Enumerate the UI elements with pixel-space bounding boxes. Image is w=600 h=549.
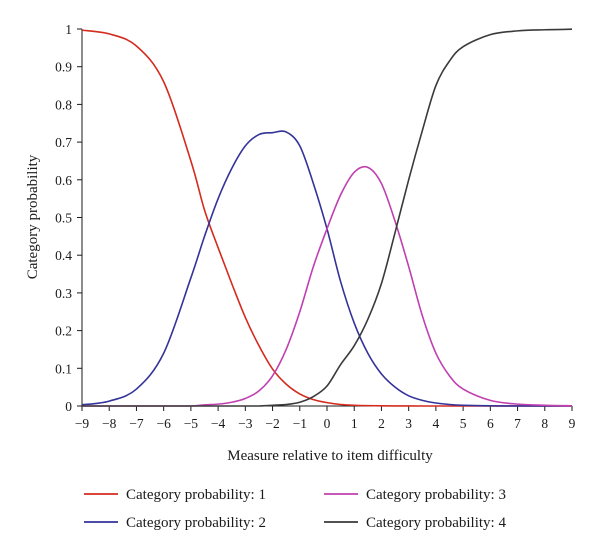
x-tick-label: −6 bbox=[156, 416, 171, 431]
y-tick-label: 1 bbox=[65, 22, 72, 37]
legend: Category probability: 1 Category probabil… bbox=[84, 487, 506, 531]
x-tick-label: −4 bbox=[211, 416, 226, 431]
x-tick-label: −7 bbox=[129, 416, 144, 431]
x-tick-label: 0 bbox=[324, 416, 331, 431]
legend-item-category-3: Category probability: 3 bbox=[324, 487, 506, 503]
y-tick-label: 0.7 bbox=[55, 135, 72, 150]
legend-item-category-1: Category probability: 1 bbox=[84, 487, 266, 503]
legend-label: Category probability: 1 bbox=[126, 487, 266, 503]
legend-label: Category probability: 2 bbox=[126, 515, 266, 531]
x-tick-label: 6 bbox=[487, 416, 494, 431]
x-tick-label: −2 bbox=[265, 416, 279, 431]
series-line-category-4 bbox=[82, 28, 573, 407]
x-tick-label: 3 bbox=[405, 416, 412, 431]
y-tick-label: 0.9 bbox=[55, 60, 72, 75]
x-tick-label: 7 bbox=[514, 416, 521, 431]
legend-label: Category probability: 3 bbox=[366, 487, 506, 503]
x-tick-label: 1 bbox=[351, 416, 358, 431]
legend-item-category-2: Category probability: 2 bbox=[84, 515, 266, 531]
y-tick-label: 0.2 bbox=[55, 324, 72, 339]
x-tick-label: −5 bbox=[184, 416, 199, 431]
series-line-category-3 bbox=[82, 165, 573, 407]
x-tick-label: −1 bbox=[293, 416, 307, 431]
legend-item-category-4: Category probability: 4 bbox=[324, 515, 506, 531]
x-tick-label: 8 bbox=[541, 416, 548, 431]
x-tick-label: −8 bbox=[102, 416, 117, 431]
x-tick-label: 2 bbox=[378, 416, 385, 431]
legend-label: Category probability: 4 bbox=[366, 515, 506, 531]
y-tick-label: 0.3 bbox=[55, 286, 72, 301]
y-axis-label: Category probability bbox=[25, 154, 41, 279]
x-tick-label: −9 bbox=[75, 416, 90, 431]
x-tick-label: 5 bbox=[460, 416, 467, 431]
axes bbox=[81, 29, 572, 407]
ticks: −9 −8 −7 −6 −5 −4 −3 −2 −1 0 1 2 3 4 5 6 7 8 9 0 0.1 0.2 0.3 0.… bbox=[55, 22, 576, 431]
series-lines bbox=[81, 28, 573, 407]
y-tick-label: 0.8 bbox=[55, 97, 72, 112]
series-line-category-1 bbox=[81, 29, 572, 407]
y-tick-label: 0.1 bbox=[55, 361, 72, 376]
x-tick-label: 4 bbox=[433, 416, 440, 431]
y-tick-label: 0 bbox=[65, 399, 72, 414]
y-tick-label: 0.4 bbox=[55, 248, 72, 263]
x-axis-label: Measure relative to item difficulty bbox=[227, 448, 433, 464]
x-tick-label: −3 bbox=[238, 416, 253, 431]
series-line-category-2 bbox=[81, 130, 572, 407]
y-tick-label: 0.5 bbox=[55, 211, 72, 226]
y-tick-label: 0.6 bbox=[55, 173, 72, 188]
x-tick-label: 9 bbox=[569, 416, 576, 431]
